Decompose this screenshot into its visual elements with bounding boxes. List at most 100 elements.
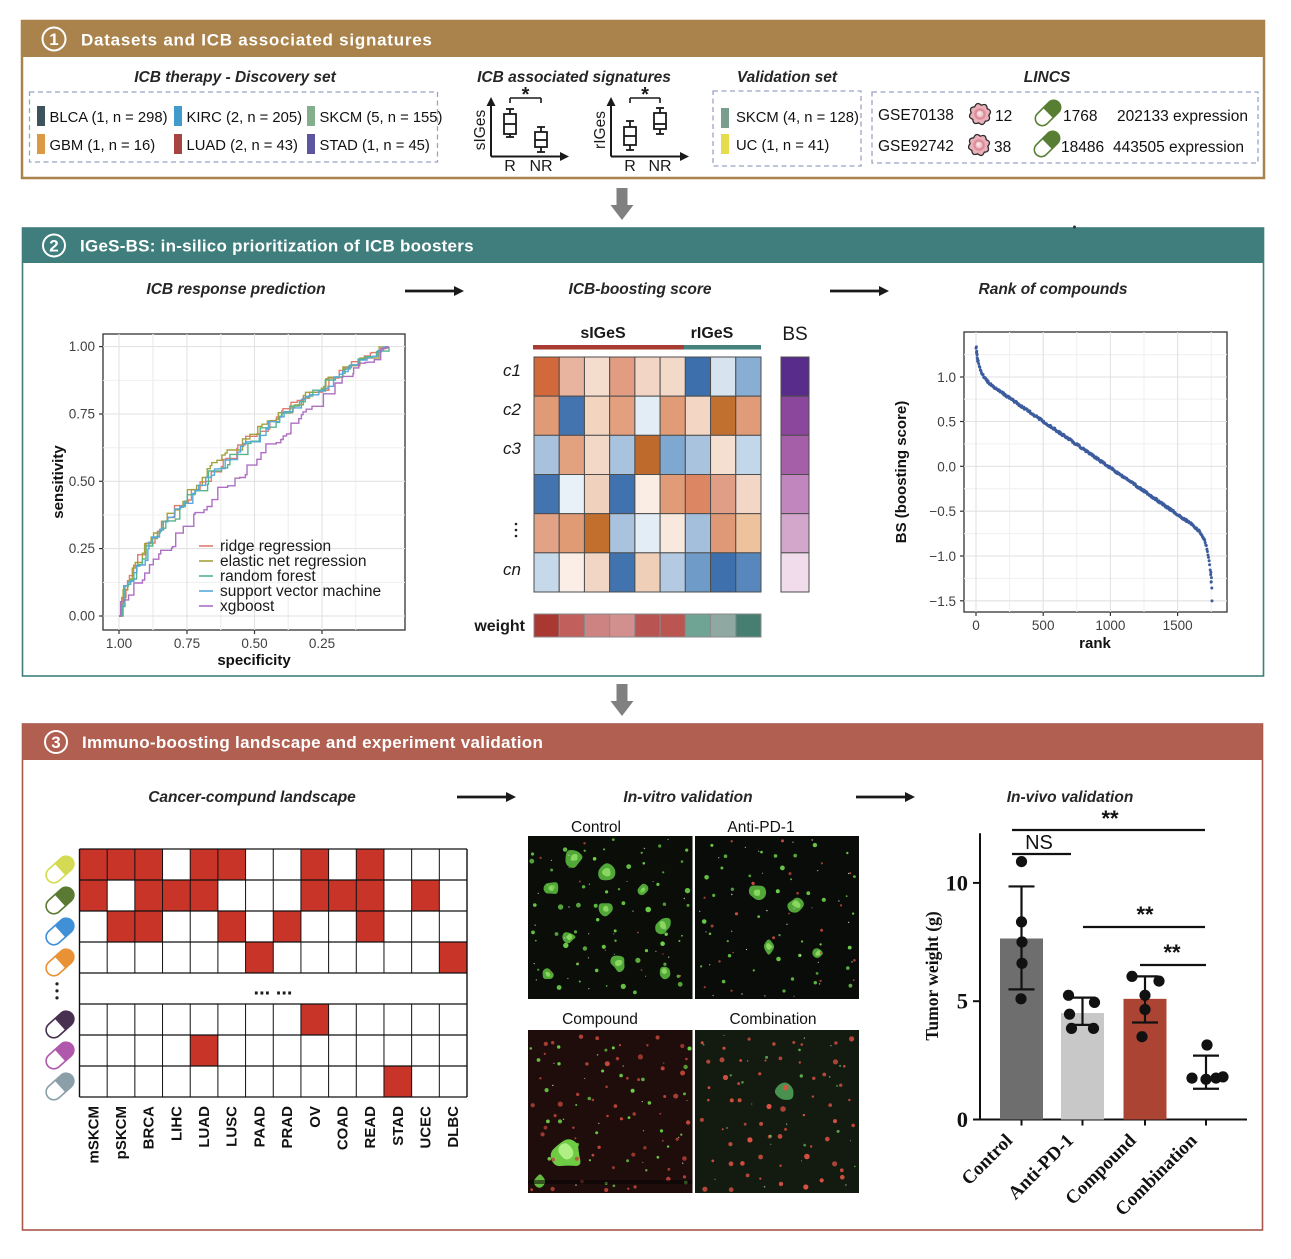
svg-text:LINCS: LINCS — [1024, 69, 1071, 86]
svg-text:GSE70138: GSE70138 — [878, 107, 954, 124]
svg-text:LUAD (2, n = 43): LUAD (2, n = 43) — [187, 138, 299, 154]
svg-text:ridge regression: ridge regression — [220, 538, 331, 555]
svg-text:0.75: 0.75 — [69, 407, 95, 422]
svg-text:... ...: ... ... — [254, 978, 293, 1000]
svg-text:Combination: Combination — [729, 1011, 816, 1028]
svg-text:elastic net regression: elastic net regression — [220, 553, 366, 570]
svg-text:xgboost: xgboost — [220, 598, 275, 615]
svg-text:1.0: 1.0 — [937, 370, 956, 385]
svg-text:Rank of compounds: Rank of compounds — [979, 281, 1128, 298]
svg-text:2: 2 — [49, 237, 58, 256]
svg-text:**: ** — [1163, 940, 1181, 965]
svg-text:mSKCM: mSKCM — [85, 1106, 102, 1164]
svg-text:*: * — [522, 84, 530, 106]
svg-text:3: 3 — [51, 733, 60, 752]
svg-text:STAD (1, n = 45): STAD (1, n = 45) — [320, 138, 430, 154]
svg-text:support vector machine: support vector machine — [220, 583, 381, 600]
svg-text:Datasets and ICB associated si: Datasets and ICB associated signatures — [81, 31, 433, 50]
svg-text:NR: NR — [529, 158, 552, 175]
svg-text:STAD: STAD — [390, 1106, 407, 1146]
svg-text:rIGeS: rIGeS — [691, 325, 734, 342]
svg-text:1: 1 — [49, 30, 58, 49]
svg-text:Cancer-compund landscape: Cancer-compund landscape — [148, 789, 356, 806]
svg-text:ICB-boosting score: ICB-boosting score — [569, 281, 712, 298]
svg-text:ICB associated signatures: ICB associated signatures — [477, 69, 671, 86]
svg-text:0.00: 0.00 — [69, 609, 95, 624]
svg-text:−1.5: −1.5 — [929, 594, 956, 609]
svg-text:OV: OV — [307, 1106, 324, 1128]
svg-text:PAAD: PAAD — [251, 1106, 268, 1148]
svg-text:In-vivo validation: In-vivo validation — [1007, 789, 1134, 806]
svg-text:c1: c1 — [503, 361, 521, 380]
svg-text:ICB response prediction: ICB response prediction — [146, 281, 325, 298]
svg-text:0.25: 0.25 — [309, 636, 335, 651]
svg-text:pSKCM: pSKCM — [113, 1106, 130, 1159]
svg-text:rank: rank — [1079, 635, 1111, 652]
svg-text:R: R — [624, 158, 636, 175]
svg-text:Control: Control — [571, 819, 621, 836]
svg-text:0.0: 0.0 — [937, 459, 956, 474]
svg-text:18486: 18486 — [1061, 139, 1104, 156]
svg-text:SKCM (5, n = 155): SKCM (5, n = 155) — [320, 110, 443, 126]
svg-text:−1.0: −1.0 — [929, 549, 956, 564]
svg-text:Validation set: Validation set — [737, 69, 838, 86]
svg-text:Tumor weight (g): Tumor weight (g) — [922, 911, 942, 1040]
svg-text:specificity: specificity — [217, 652, 291, 669]
svg-text:sIGeS: sIGeS — [580, 325, 626, 342]
svg-text:cn: cn — [503, 560, 521, 579]
svg-text:0.50: 0.50 — [69, 474, 95, 489]
svg-text:1500: 1500 — [1163, 618, 1193, 633]
svg-text:Compound: Compound — [562, 1011, 638, 1028]
svg-text:sIGes: sIGes — [472, 110, 489, 151]
svg-text:**: ** — [1101, 806, 1119, 831]
svg-text:COAD: COAD — [334, 1106, 351, 1150]
svg-text:c2: c2 — [503, 400, 522, 419]
svg-text:**: ** — [1136, 902, 1154, 927]
svg-text:1768: 1768 — [1063, 108, 1097, 125]
svg-text:UCEC: UCEC — [418, 1106, 435, 1149]
svg-text:−0.5: −0.5 — [929, 504, 956, 519]
svg-text:10: 10 — [946, 870, 969, 895]
svg-text:ICB therapy - Discovery set: ICB therapy - Discovery set — [134, 69, 336, 86]
svg-text:BRCA: BRCA — [141, 1106, 158, 1149]
svg-text:DLBC: DLBC — [445, 1106, 462, 1148]
svg-text:BLCA (1, n = 298): BLCA (1, n = 298) — [50, 110, 168, 126]
svg-text:KIRC (2, n = 205): KIRC (2, n = 205) — [187, 110, 303, 126]
svg-text:BS: BS — [782, 324, 807, 345]
svg-text:weight: weight — [473, 618, 525, 635]
svg-text:NS: NS — [1025, 832, 1053, 854]
svg-text:500: 500 — [1032, 618, 1055, 633]
svg-text:SKCM (4, n = 128): SKCM (4, n = 128) — [736, 110, 859, 126]
svg-text:UC (1, n = 41): UC (1, n = 41) — [736, 138, 829, 154]
svg-text:12: 12 — [995, 108, 1012, 125]
svg-text:0.50: 0.50 — [241, 636, 267, 651]
svg-text:IGeS-BS: in-silico prioritizat: IGeS-BS: in-silico prioritization of ICB… — [80, 237, 474, 256]
svg-text:LIHC: LIHC — [168, 1106, 185, 1141]
svg-text:In-vitro validation: In-vitro validation — [623, 789, 752, 806]
svg-text:PRAD: PRAD — [279, 1106, 296, 1149]
svg-text:BS (boosting score): BS (boosting score) — [893, 401, 910, 544]
svg-text:1.00: 1.00 — [69, 339, 95, 354]
svg-text:202133 expression: 202133 expression — [1117, 108, 1248, 125]
svg-text:random forest: random forest — [220, 568, 316, 585]
svg-text:NR: NR — [648, 158, 671, 175]
svg-text:GBM (1, n = 16): GBM (1, n = 16) — [50, 138, 156, 154]
svg-text:0: 0 — [972, 618, 980, 633]
svg-text:*: * — [641, 84, 649, 106]
svg-text:443505 expression: 443505 expression — [1113, 139, 1244, 156]
svg-text:LUSC: LUSC — [224, 1106, 241, 1147]
svg-text:1.00: 1.00 — [106, 636, 132, 651]
svg-text:Immuno-boosting landscape and: Immuno-boosting landscape and experiment… — [82, 733, 543, 752]
svg-text:GSE92742: GSE92742 — [878, 138, 954, 155]
svg-text:rIGes: rIGes — [592, 111, 609, 149]
svg-text:sensitivity: sensitivity — [50, 445, 67, 519]
svg-text:R: R — [504, 158, 516, 175]
svg-text:1000: 1000 — [1095, 618, 1125, 633]
svg-text:READ: READ — [362, 1106, 379, 1149]
svg-text:0: 0 — [957, 1107, 968, 1132]
svg-text:LUAD: LUAD — [196, 1106, 213, 1148]
svg-text:Anti-PD-1: Anti-PD-1 — [727, 819, 794, 836]
svg-text:c3: c3 — [503, 439, 522, 458]
svg-text:0.75: 0.75 — [174, 636, 200, 651]
svg-text:38: 38 — [994, 139, 1011, 156]
